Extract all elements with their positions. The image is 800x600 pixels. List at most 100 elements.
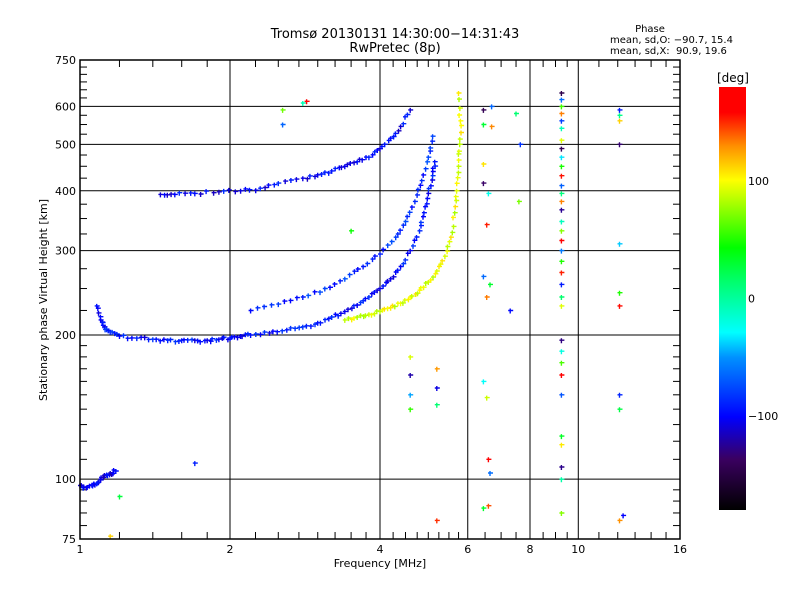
- data-point: [347, 272, 353, 278]
- data-point: [559, 338, 565, 344]
- data-point: [424, 201, 430, 207]
- data-point: [559, 303, 565, 309]
- data-point: [352, 269, 358, 275]
- data-point: [617, 518, 623, 524]
- colorbar: [719, 87, 746, 510]
- data-point: [481, 274, 487, 280]
- data-point: [113, 469, 119, 474]
- y-tick-label: 300: [55, 245, 76, 258]
- data-point: [457, 106, 463, 112]
- data-point: [280, 122, 286, 128]
- data-point: [360, 157, 366, 163]
- data-point: [433, 164, 439, 170]
- data-point: [459, 130, 464, 136]
- y-tick-labels: 75 100 200 300 400 500 600 750: [55, 54, 76, 546]
- data-point: [421, 214, 426, 220]
- data-point: [617, 107, 623, 113]
- data-point: [415, 187, 421, 193]
- chart-title: Tromsø 20130131 14:30:00−14:31:43: [270, 27, 520, 42]
- data-point: [415, 192, 421, 198]
- plot-frame: [79, 59, 681, 540]
- data-point: [448, 235, 454, 241]
- data-point: [454, 188, 460, 194]
- data-point: [381, 247, 387, 253]
- data-point: [307, 173, 313, 179]
- data-point: [430, 173, 436, 179]
- data-point: [559, 349, 565, 355]
- x-axis-label: Frequency [MHz]: [334, 557, 426, 570]
- x-tick-label: 8: [527, 543, 534, 556]
- data-point: [95, 306, 101, 312]
- colorbar-tick-label: 100: [748, 175, 769, 188]
- data-point: [451, 215, 456, 221]
- data-point: [559, 207, 565, 213]
- minor-ticks: [80, 60, 680, 539]
- data-point: [401, 261, 407, 267]
- data-point: [408, 373, 414, 378]
- data-point: [481, 181, 487, 187]
- data-point: [125, 336, 131, 342]
- data-point: [294, 295, 300, 301]
- data-point: [456, 149, 462, 155]
- data-point: [456, 158, 462, 164]
- data-point: [430, 178, 436, 183]
- data-point: [408, 354, 414, 360]
- data-point: [419, 178, 425, 184]
- data-point: [221, 335, 227, 341]
- data-point: [403, 219, 409, 225]
- data-point: [326, 170, 332, 176]
- data-point: [401, 121, 407, 127]
- data-point: [514, 111, 519, 117]
- y-tick-label: 500: [55, 138, 76, 151]
- x-tick-label: 2: [227, 543, 234, 556]
- data-point: [559, 199, 565, 205]
- data-point: [417, 228, 423, 234]
- data-point: [508, 308, 514, 314]
- data-point: [456, 164, 462, 170]
- data-point: [559, 259, 565, 265]
- data-point: [240, 334, 246, 340]
- data-point: [342, 309, 348, 315]
- x-tick-label: 1: [77, 543, 84, 556]
- data-point: [423, 166, 429, 172]
- data-point: [481, 107, 487, 113]
- data-point: [255, 305, 261, 311]
- y-tick-label: 400: [55, 185, 76, 198]
- data-point: [389, 239, 395, 245]
- data-point: [559, 248, 565, 254]
- data-point: [323, 317, 328, 323]
- data-point: [300, 295, 306, 300]
- data-point: [489, 124, 495, 130]
- data-point: [559, 91, 565, 96]
- data-point: [438, 262, 444, 268]
- data-point: [434, 518, 440, 524]
- data-point: [617, 290, 623, 296]
- data-point: [559, 155, 565, 161]
- data-point: [304, 99, 310, 105]
- data-point: [382, 142, 388, 148]
- data-point: [198, 192, 204, 197]
- data-point: [559, 118, 565, 124]
- data-point: [408, 107, 414, 113]
- data-point: [328, 285, 333, 291]
- data-point: [414, 235, 420, 240]
- data-point: [355, 267, 361, 272]
- data-point: [262, 330, 268, 336]
- data-point: [391, 274, 397, 280]
- data-point: [559, 126, 565, 132]
- data-point: [484, 222, 490, 228]
- data-point: [425, 159, 431, 165]
- data-point: [369, 312, 375, 318]
- data-point: [426, 191, 432, 197]
- data-point: [559, 360, 565, 366]
- data-point: [457, 113, 463, 118]
- data-point: [409, 294, 415, 299]
- data-point: [253, 188, 259, 194]
- data-point: [451, 224, 457, 230]
- data-point: [248, 333, 254, 338]
- data-point: [283, 179, 289, 185]
- data-point: [192, 191, 198, 197]
- data-point: [205, 338, 211, 344]
- data-point: [322, 286, 328, 292]
